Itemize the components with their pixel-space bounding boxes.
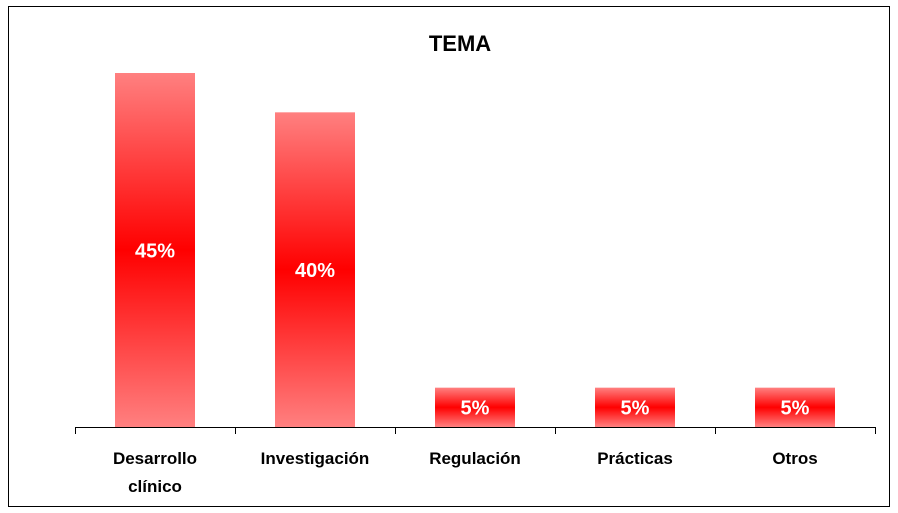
bar [275,112,355,427]
value-label: 5% [781,398,810,420]
bar [755,387,835,427]
x-tick-label: Prácticas [597,449,673,468]
value-label: 5% [461,398,490,420]
x-tick-label: Investigación [260,449,370,468]
bar [435,387,515,427]
x-tick-label: Regulación [429,449,521,468]
value-label: 5% [621,398,650,420]
chart-frame [8,6,890,507]
value-label: 40% [295,260,335,282]
x-tick-label: Otros [772,449,818,468]
chart-title: TEMA [429,31,491,56]
x-tick-label: Desarrollo clínico [112,449,198,496]
bar [595,387,675,427]
bar [115,73,195,427]
value-label: 45% [135,240,175,262]
